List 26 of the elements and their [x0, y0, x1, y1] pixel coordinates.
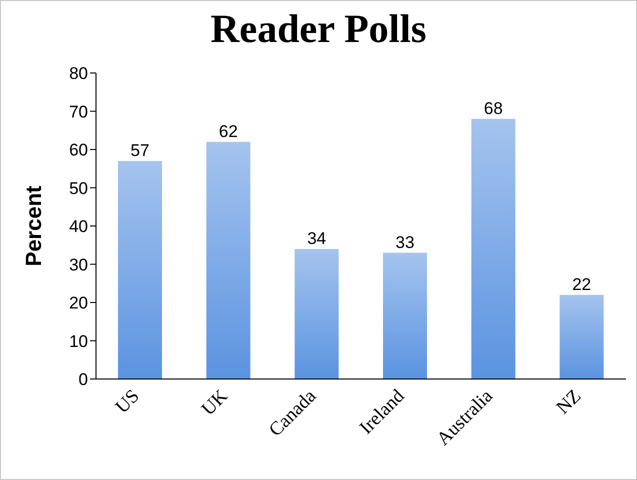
- y-tick-label: 40: [69, 217, 88, 236]
- data-label: 57: [130, 140, 150, 160]
- bar: [471, 118, 516, 379]
- bar: [206, 142, 250, 379]
- x-tick-label: UK: [198, 385, 232, 420]
- data-label: 33: [396, 232, 414, 252]
- y-tick-label: 80: [69, 64, 88, 84]
- data-label: 22: [572, 274, 592, 294]
- data-label: 34: [307, 228, 326, 248]
- y-tick-label: 10: [69, 332, 88, 351]
- x-tick-label: NZ: [552, 386, 586, 418]
- y-axis-title: Percent: [20, 184, 46, 266]
- chart-title: Reader Polls: [210, 5, 428, 52]
- y-tick-label: 30: [69, 255, 88, 274]
- y-tick-label: 50: [69, 178, 88, 198]
- y-tick-label: 60: [69, 140, 88, 160]
- data-label: 62: [218, 122, 238, 141]
- bar: [383, 252, 427, 379]
- bar: [118, 160, 162, 379]
- x-tick-label: US: [112, 386, 144, 418]
- y-tick-label: 0: [78, 370, 88, 390]
- y-tick-label: 70: [69, 102, 88, 122]
- bar: [560, 294, 604, 379]
- y-tick-label: 20: [69, 294, 88, 313]
- data-label: 68: [484, 98, 503, 118]
- bar: [294, 248, 339, 379]
